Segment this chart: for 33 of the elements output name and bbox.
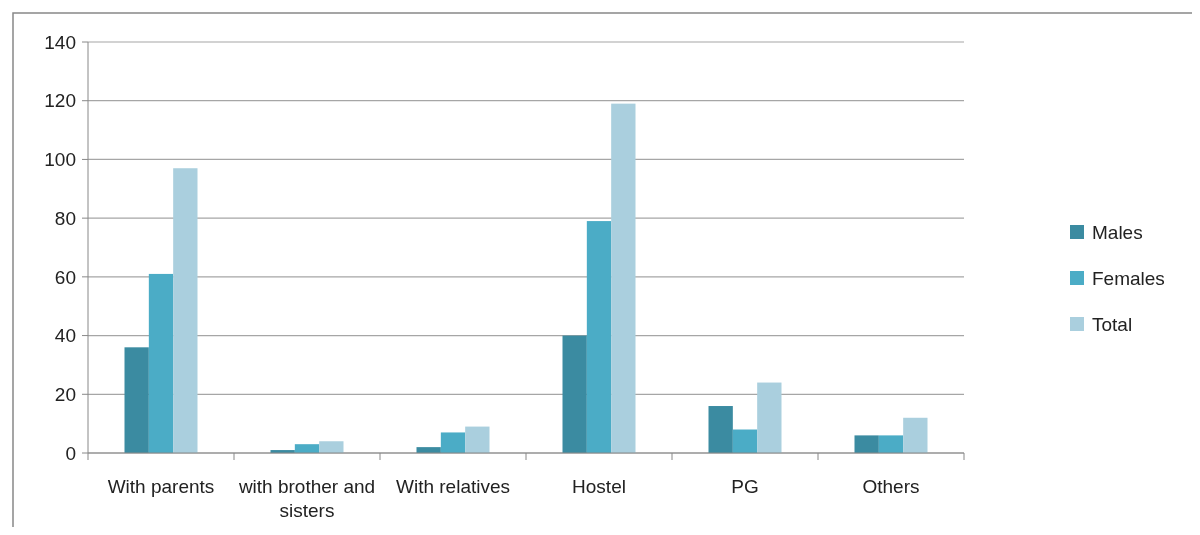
bar bbox=[294, 444, 320, 453]
bar bbox=[757, 382, 782, 453]
x-tick-label: Others bbox=[862, 476, 920, 497]
legend-label: Females bbox=[1092, 267, 1165, 289]
bar bbox=[732, 429, 758, 453]
bar bbox=[586, 221, 612, 453]
bar bbox=[708, 406, 733, 453]
bar bbox=[465, 426, 490, 453]
x-tick-label: with brother and sisters bbox=[237, 476, 376, 521]
x-tick-label: With relatives bbox=[395, 476, 511, 497]
bar bbox=[440, 432, 466, 453]
y-tick-label: 40 bbox=[54, 325, 76, 347]
bar bbox=[148, 273, 174, 453]
y-tick-label: 100 bbox=[44, 149, 76, 171]
bar bbox=[878, 435, 904, 453]
bar bbox=[611, 103, 636, 453]
bar bbox=[854, 435, 879, 453]
x-tick-label: Hostel bbox=[572, 476, 626, 497]
bar bbox=[319, 441, 344, 453]
y-tick-label: 80 bbox=[54, 207, 76, 229]
legend-label: Total bbox=[1092, 313, 1133, 335]
x-tick-label: PG bbox=[731, 476, 759, 497]
x-tick-label: With parents bbox=[107, 476, 215, 497]
bar bbox=[903, 417, 928, 453]
y-tick-label: 60 bbox=[54, 266, 76, 288]
legend-label: Males bbox=[1092, 221, 1143, 243]
y-tick-label: 20 bbox=[54, 383, 76, 405]
y-tick-label: 120 bbox=[44, 90, 76, 112]
y-tick-label: 0 bbox=[65, 442, 76, 464]
bar bbox=[562, 335, 587, 453]
y-tick-label: 140 bbox=[44, 31, 76, 53]
bar bbox=[173, 168, 198, 453]
bar bbox=[124, 347, 149, 453]
